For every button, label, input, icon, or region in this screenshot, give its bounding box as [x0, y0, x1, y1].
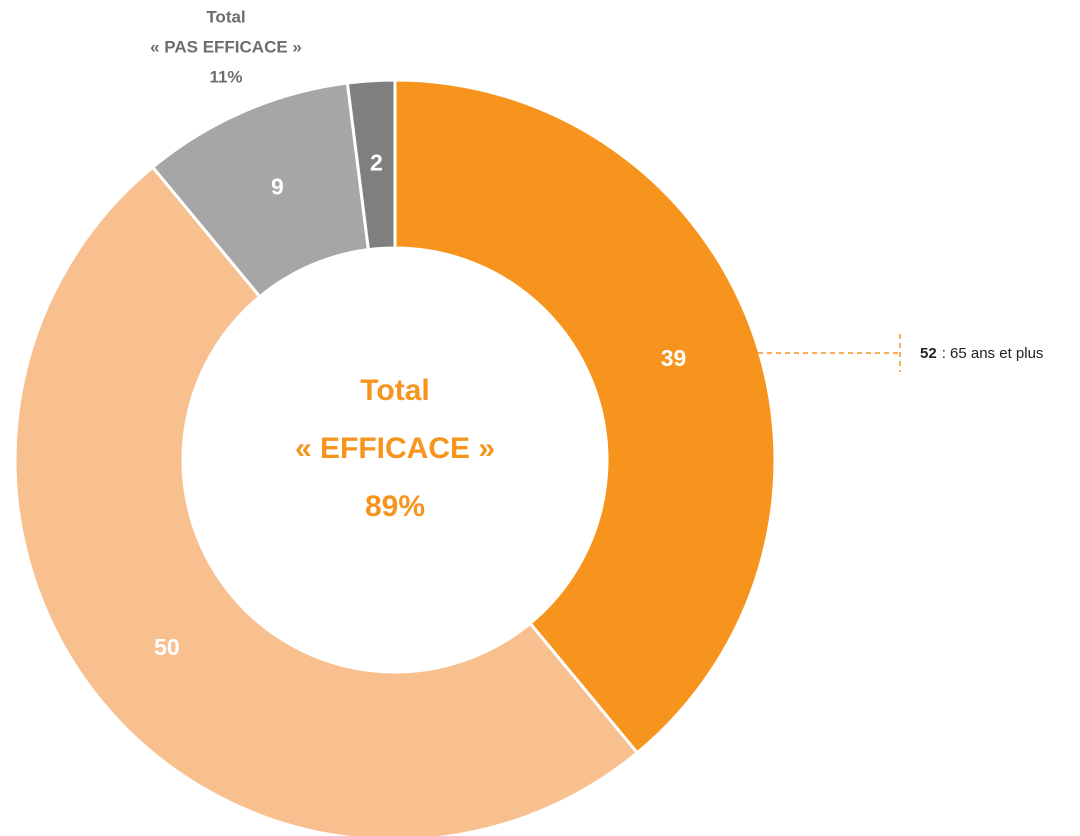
- center-value: 89%: [365, 490, 425, 523]
- data-label: 50: [154, 634, 180, 660]
- center-label: « EFFICACE »: [295, 432, 495, 465]
- labels: 39 50 9 2: [154, 150, 686, 660]
- data-label: 39: [661, 345, 687, 371]
- slices: [13, 78, 777, 836]
- slice: [13, 165, 640, 836]
- slice: [393, 78, 777, 755]
- data-label: 2: [370, 150, 383, 176]
- slice: [345, 78, 397, 252]
- top-annotation: Total: [206, 7, 245, 26]
- top-annotation: « PAS EFFICACE »: [150, 37, 302, 56]
- center-title: Total: [360, 374, 429, 407]
- callout: 52 : 65 ans et plus: [920, 345, 1043, 362]
- top-annotation: 11%: [209, 67, 242, 86]
- callout-value: 52: [920, 345, 937, 362]
- callout-text: : 65 ans et plus: [942, 345, 1044, 362]
- data-label: 9: [271, 173, 284, 199]
